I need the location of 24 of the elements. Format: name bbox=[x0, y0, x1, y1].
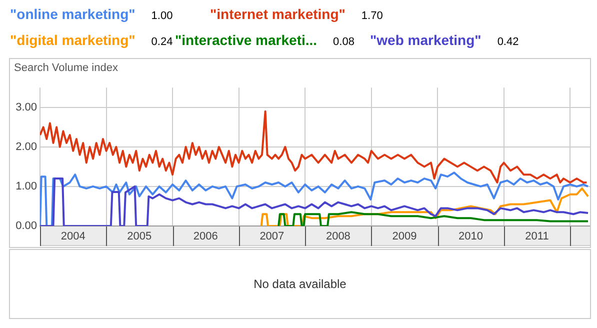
text: "digital marketing" bbox=[10, 32, 136, 48]
text: 0.08 bbox=[333, 36, 354, 48]
text: "interactive marketi... bbox=[175, 32, 318, 48]
x-tick-label: 2008 bbox=[326, 230, 350, 243]
y-tick-label: 3.00 bbox=[16, 101, 37, 114]
x-tick-label: 2011 bbox=[525, 230, 549, 243]
x-tick-label: 2009 bbox=[392, 230, 417, 243]
x-tick-label: 2007 bbox=[260, 230, 284, 243]
x-tick-label: 2010 bbox=[458, 230, 483, 243]
y-tick-label: 2.00 bbox=[16, 140, 37, 153]
text: "online marketing" bbox=[10, 6, 136, 22]
y-axis-title: Search Volume index bbox=[14, 62, 118, 74]
y-tick-label: 0.00 bbox=[16, 220, 37, 232]
text: No data available bbox=[9, 249, 591, 319]
text: 0.24 bbox=[151, 36, 173, 48]
y-tick-label: 1.00 bbox=[16, 180, 37, 192]
x-tick-label: 2004 bbox=[60, 230, 86, 243]
text: 1.00 bbox=[151, 10, 173, 22]
text: "web marketing" bbox=[370, 32, 482, 48]
text: 0.42 bbox=[497, 36, 519, 48]
text: "internet marketing" bbox=[210, 6, 346, 22]
x-tick-label: 2006 bbox=[193, 230, 218, 243]
text: 1.70 bbox=[361, 10, 383, 22]
x-tick-label: 2005 bbox=[127, 230, 152, 243]
